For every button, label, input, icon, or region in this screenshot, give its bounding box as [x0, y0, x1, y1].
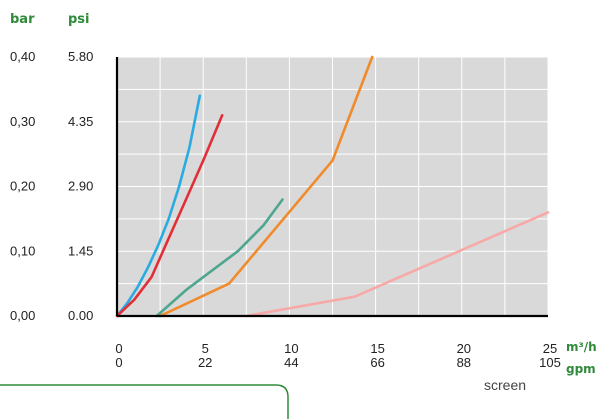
series-line-4: [158, 55, 374, 318]
y-tick-label-psi: 2.90: [68, 179, 93, 194]
y-tick-label-psi: 0.00: [68, 308, 93, 323]
x-tick-label-gpm: 44: [284, 355, 298, 370]
lower-panel-border: [0, 384, 289, 419]
y-tick-label-bar: 0,00: [10, 308, 35, 323]
x-tick-label-m3h: 10: [284, 341, 298, 356]
y-unit-bar-label: bar: [10, 12, 35, 27]
series-group: [115, 55, 550, 318]
series-line-3: [155, 198, 284, 318]
caption-screen: screen: [484, 377, 526, 393]
x-tick-label-gpm: 0: [115, 355, 122, 370]
x-tick-label-m3h: 5: [202, 341, 209, 356]
x-tick-label-m3h: 15: [370, 341, 384, 356]
x-tick-label-gpm: 88: [457, 355, 471, 370]
y-tick-label-psi: 1.45: [68, 243, 93, 258]
y-tick-label-psi: 5.80: [68, 49, 93, 64]
x-tick-label-m3h: 20: [457, 341, 471, 356]
x-unit-gpm-label: gpm: [566, 362, 596, 376]
y-unit-psi-label: psi: [68, 12, 90, 27]
y-tick-label-bar: 0,10: [10, 243, 35, 258]
x-tick-label-m3h: 0: [115, 341, 122, 356]
x-unit-m3h-label: m³/h: [566, 340, 597, 354]
x-tick-label-gpm: 66: [370, 355, 384, 370]
x-tick-label-m3h: 25: [543, 341, 557, 356]
series-line-2: [115, 114, 224, 318]
y-tick-labels: 0,00 0.00 0,10 1.45 0,20 2.90 0,30 4.35 0,40 5.80: [10, 49, 93, 323]
grid: [117, 56, 549, 316]
x-tick-label-gpm: 105: [539, 355, 561, 370]
x-tick-label-gpm: 22: [198, 355, 212, 370]
series-line-1: [115, 94, 202, 318]
y-tick-label-bar: 0,20: [10, 179, 35, 194]
y-tick-label-bar: 0,30: [10, 114, 35, 129]
series-line-5: [245, 211, 550, 318]
y-tick-label-psi: 4.35: [68, 114, 93, 129]
y-tick-label-bar: 0,40: [10, 49, 35, 64]
